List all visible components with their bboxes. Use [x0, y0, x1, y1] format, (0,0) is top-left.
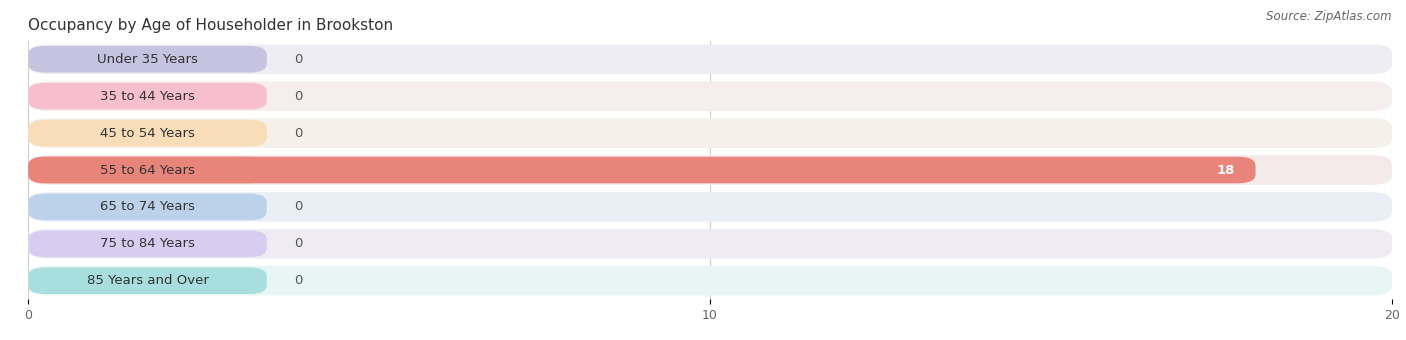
Text: 35 to 44 Years: 35 to 44 Years [100, 90, 195, 103]
Text: 45 to 54 Years: 45 to 54 Years [100, 126, 195, 140]
Text: 0: 0 [294, 126, 302, 140]
FancyBboxPatch shape [28, 81, 1392, 111]
FancyBboxPatch shape [28, 83, 267, 109]
Text: 75 to 84 Years: 75 to 84 Years [100, 237, 195, 250]
FancyBboxPatch shape [28, 229, 1392, 259]
Text: 65 to 74 Years: 65 to 74 Years [100, 200, 195, 214]
Text: Source: ZipAtlas.com: Source: ZipAtlas.com [1267, 10, 1392, 23]
Text: 0: 0 [294, 237, 302, 250]
Text: 55 to 64 Years: 55 to 64 Years [100, 164, 195, 176]
Text: 0: 0 [294, 90, 302, 103]
FancyBboxPatch shape [28, 155, 1392, 185]
Text: 18: 18 [1216, 164, 1234, 176]
FancyBboxPatch shape [28, 268, 267, 294]
FancyBboxPatch shape [28, 192, 1392, 222]
FancyBboxPatch shape [28, 157, 1256, 183]
FancyBboxPatch shape [28, 46, 267, 72]
Text: 0: 0 [294, 274, 302, 287]
FancyBboxPatch shape [28, 118, 1392, 148]
FancyBboxPatch shape [28, 266, 1392, 295]
FancyBboxPatch shape [28, 45, 1392, 74]
FancyBboxPatch shape [28, 193, 267, 220]
FancyBboxPatch shape [28, 157, 267, 183]
Text: 0: 0 [294, 200, 302, 214]
Text: 0: 0 [294, 53, 302, 66]
Text: Occupancy by Age of Householder in Brookston: Occupancy by Age of Householder in Brook… [28, 18, 394, 33]
FancyBboxPatch shape [28, 120, 267, 147]
Text: Under 35 Years: Under 35 Years [97, 53, 198, 66]
FancyBboxPatch shape [28, 231, 267, 257]
Text: 85 Years and Over: 85 Years and Over [87, 274, 208, 287]
